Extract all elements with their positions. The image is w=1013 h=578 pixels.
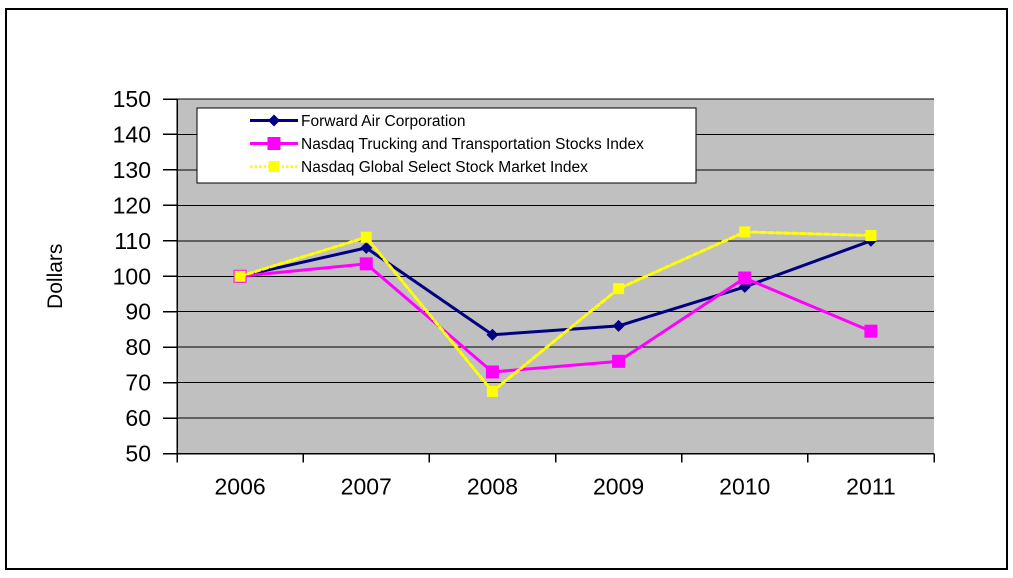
y-axis-title: Dollars	[44, 244, 67, 309]
y-tick-label-150: 150	[113, 86, 151, 112]
gridlines	[177, 98, 934, 419]
x-tick-label-2010: 2010	[719, 474, 770, 500]
legend-item-nasdaq-global-select-stock-market-index: Nasdaq Global Select Stock Market Index	[250, 159, 588, 176]
diamond-marker-forward-air-corporation-2007	[360, 241, 373, 254]
legend-square-marker-nasdaq-trucking-and-transportation-stocks-index	[267, 137, 281, 150]
legend-item-forward-air-corporation: Forward Air Corporation	[250, 113, 466, 130]
y-tick-label-80: 80	[125, 334, 151, 360]
square-marker-nasdaq-global-select-stock-market-index-2009	[613, 283, 625, 295]
legend: Forward Air Corporation Nasdaq Trucking a…	[196, 107, 697, 184]
legend-label-forward-air-corporation: Forward Air Corporation	[301, 113, 466, 130]
x-tick-label-2006: 2006	[214, 474, 265, 500]
series-line-nasdaq-trucking-and-transportation-stocks-index	[238, 262, 873, 374]
y-tick-label-50: 50	[125, 441, 151, 467]
x-tick-label-2008: 2008	[467, 474, 518, 500]
legend-item-nasdaq-trucking-and-transportation-stocks-index: Nasdaq Trucking and Transportation Stock…	[250, 136, 644, 153]
y-tick-label-60: 60	[125, 405, 151, 431]
legend-diamond-marker-forward-air-corporation	[268, 114, 280, 127]
x-tick-label-2007: 2007	[341, 474, 392, 500]
y-tick-label-70: 70	[125, 370, 151, 396]
series-nasdaq-global-select-stock-market-index	[234, 226, 877, 397]
y-tick-label-100: 100	[113, 263, 151, 289]
square-marker-nasdaq-trucking-and-transportation-stocks-index-2007	[359, 257, 373, 271]
square-marker-nasdaq-trucking-and-transportation-stocks-index-2010	[738, 271, 752, 285]
square-marker-nasdaq-global-select-stock-market-index-2010	[739, 226, 751, 238]
diamond-marker-forward-air-corporation-2009	[612, 319, 625, 332]
legend-label-nasdaq-global-select-stock-market-index: Nasdaq Global Select Stock Market Index	[301, 159, 588, 176]
y-tick-label-140: 140	[113, 121, 151, 147]
y-tick-label-120: 120	[113, 192, 151, 218]
x-tick-label-2011: 2011	[846, 474, 895, 500]
y-tick-label-90: 90	[125, 299, 151, 325]
square-marker-nasdaq-trucking-and-transportation-stocks-index-2011	[864, 324, 878, 338]
y-tick-label-130: 130	[113, 157, 151, 183]
legend-square-marker-nasdaq-global-select-stock-market-index	[268, 161, 280, 172]
square-marker-nasdaq-trucking-and-transportation-stocks-index-2009	[612, 354, 626, 368]
y-tick-label-110: 110	[114, 228, 151, 254]
square-marker-nasdaq-global-select-stock-market-index-2008	[486, 385, 498, 397]
square-marker-nasdaq-global-select-stock-market-index-2011	[865, 229, 877, 241]
square-marker-nasdaq-global-select-stock-market-index-2006	[234, 270, 246, 282]
square-marker-nasdaq-global-select-stock-market-index-2007	[360, 231, 372, 243]
x-tick-label-2009: 2009	[593, 474, 644, 500]
diamond-marker-forward-air-corporation-2008	[486, 328, 499, 341]
legend-label-nasdaq-trucking-and-transportation-stocks-index: Nasdaq Trucking and Transportation Stock…	[301, 136, 644, 153]
series-line-forward-air-corporation	[238, 239, 873, 337]
square-marker-nasdaq-trucking-and-transportation-stocks-index-2008	[485, 365, 499, 379]
series-line-nasdaq-global-select-stock-market-index	[238, 230, 873, 393]
axes	[163, 98, 935, 463]
